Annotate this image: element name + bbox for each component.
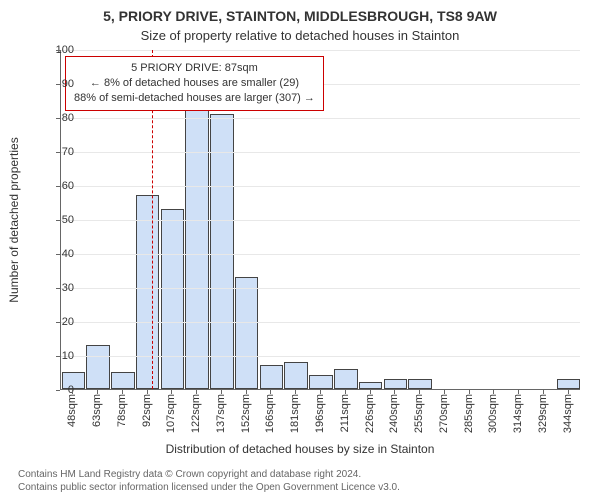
y-tick-mark <box>56 118 60 119</box>
histogram-bar <box>235 277 259 389</box>
y-tick-mark <box>56 220 60 221</box>
histogram-bar <box>260 365 284 389</box>
x-tick-label: 329sqm <box>537 394 549 433</box>
chart-subtitle: Size of property relative to detached ho… <box>0 28 600 43</box>
attribution-footer: Contains HM Land Registry data © Crown c… <box>18 469 400 494</box>
grid-line <box>61 152 580 153</box>
x-tick-label: 107sqm <box>165 394 177 433</box>
footer-line-1: Contains HM Land Registry data © Crown c… <box>18 469 400 482</box>
y-tick-mark <box>56 288 60 289</box>
x-tick-label: 166sqm <box>264 394 276 433</box>
x-tick-label: 240sqm <box>388 394 400 433</box>
x-tick-label: 270sqm <box>438 394 450 433</box>
footer-line-2: Contains public sector information licen… <box>18 482 400 495</box>
histogram-bar <box>309 375 333 389</box>
x-tick-label: 152sqm <box>240 394 252 433</box>
x-tick-label: 211sqm <box>339 394 351 432</box>
x-tick-label: 344sqm <box>562 394 574 433</box>
y-tick-mark <box>56 186 60 187</box>
x-tick-label: 226sqm <box>364 394 376 433</box>
annotation-line: ← 8% of detached houses are smaller (29) <box>74 76 315 91</box>
grid-line <box>61 220 580 221</box>
histogram-bar <box>557 379 581 389</box>
annotation-line: 5 PRIORY DRIVE: 87sqm <box>74 61 315 76</box>
x-tick-label: 122sqm <box>190 394 202 433</box>
y-tick-mark <box>56 390 60 391</box>
histogram-bar <box>86 345 110 389</box>
grid-line <box>61 322 580 323</box>
histogram-bar <box>359 382 383 389</box>
y-tick-mark <box>56 84 60 85</box>
annotation-box: 5 PRIORY DRIVE: 87sqm← 8% of detached ho… <box>65 56 324 111</box>
y-tick-mark <box>56 356 60 357</box>
x-tick-label: 78sqm <box>116 394 128 427</box>
y-tick-mark <box>56 254 60 255</box>
y-tick-mark <box>56 50 60 51</box>
x-tick-label: 181sqm <box>289 394 301 433</box>
histogram-bar <box>210 114 234 389</box>
histogram-bar <box>408 379 432 389</box>
x-tick-label: 255sqm <box>413 394 425 433</box>
x-tick-label: 196sqm <box>314 394 326 433</box>
plot-area: 5 PRIORY DRIVE: 87sqm← 8% of detached ho… <box>60 50 580 390</box>
grid-line <box>61 186 580 187</box>
histogram-bar <box>111 372 135 389</box>
x-axis-label: Distribution of detached houses by size … <box>0 442 600 456</box>
grid-line <box>61 356 580 357</box>
histogram-bar <box>334 369 358 389</box>
grid-line <box>61 118 580 119</box>
y-tick-mark <box>56 152 60 153</box>
histogram-bar <box>161 209 185 389</box>
histogram-bar <box>136 195 160 389</box>
x-tick-label: 137sqm <box>215 394 227 433</box>
x-tick-label: 48sqm <box>66 394 78 427</box>
chart-title-address: 5, PRIORY DRIVE, STAINTON, MIDDLESBROUGH… <box>0 8 600 24</box>
annotation-line: 88% of semi-detached houses are larger (… <box>74 91 315 106</box>
x-tick-label: 314sqm <box>512 394 524 433</box>
grid-line <box>61 254 580 255</box>
x-tick-label: 63sqm <box>91 394 103 427</box>
y-axis-label: Number of detached properties <box>7 137 21 302</box>
chart-container: 5, PRIORY DRIVE, STAINTON, MIDDLESBROUGH… <box>0 0 600 500</box>
histogram-bar <box>284 362 308 389</box>
x-tick-label: 300sqm <box>487 394 499 433</box>
y-tick-mark <box>56 322 60 323</box>
grid-line <box>61 288 580 289</box>
x-tick-label: 92sqm <box>141 394 153 427</box>
x-tick-label: 285sqm <box>463 394 475 433</box>
histogram-bar <box>384 379 408 389</box>
grid-line <box>61 50 580 51</box>
